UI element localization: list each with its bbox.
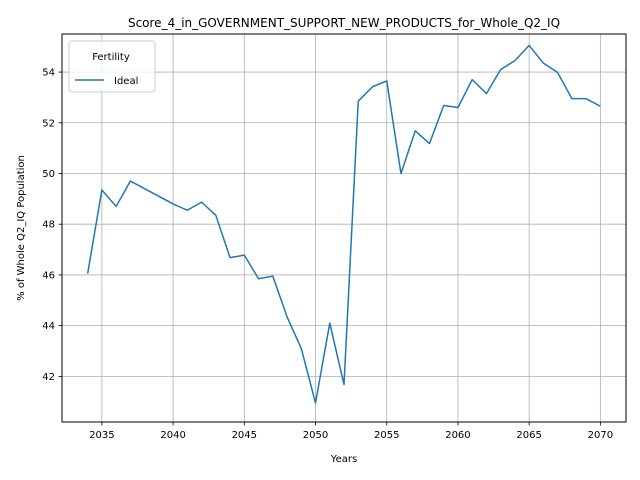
y-axis-label: % of Whole Q2_IQ Population (16, 155, 27, 301)
y-tick-label: 42 (42, 372, 55, 383)
grid (62, 34, 626, 422)
y-axis-ticks: 42 44 46 48 50 52 54 (42, 68, 62, 383)
x-tick-label: 2055 (374, 430, 399, 441)
legend-title: Fertility (92, 52, 130, 63)
y-tick-label: 48 (42, 220, 55, 231)
y-tick-label: 54 (42, 68, 55, 79)
chart-title: Score_4_in_GOVERNMENT_SUPPORT_NEW_PRODUC… (128, 16, 560, 30)
x-tick-label: 2060 (445, 430, 470, 441)
plot-frame (61, 33, 627, 423)
x-tick-label: 2035 (89, 430, 114, 441)
x-tick-label: 2070 (588, 430, 613, 441)
x-axis-label: Years (330, 454, 357, 465)
x-axis-ticks: 2035 2040 2045 2050 2055 2060 2065 2070 (89, 422, 613, 441)
legend-label-ideal: Ideal (114, 76, 138, 87)
x-tick-label: 2045 (232, 430, 257, 441)
legend: Fertility Ideal (68, 40, 156, 93)
x-tick-label: 2050 (303, 430, 328, 441)
y-tick-label: 50 (42, 169, 55, 180)
x-tick-label: 2065 (516, 430, 541, 441)
y-tick-label: 46 (42, 270, 55, 281)
y-tick-label: 52 (42, 118, 55, 129)
series-layer (86, 44, 601, 404)
legend-box (68, 40, 156, 93)
y-tick-label: 44 (42, 321, 55, 332)
x-tick-label: 2040 (160, 430, 185, 441)
